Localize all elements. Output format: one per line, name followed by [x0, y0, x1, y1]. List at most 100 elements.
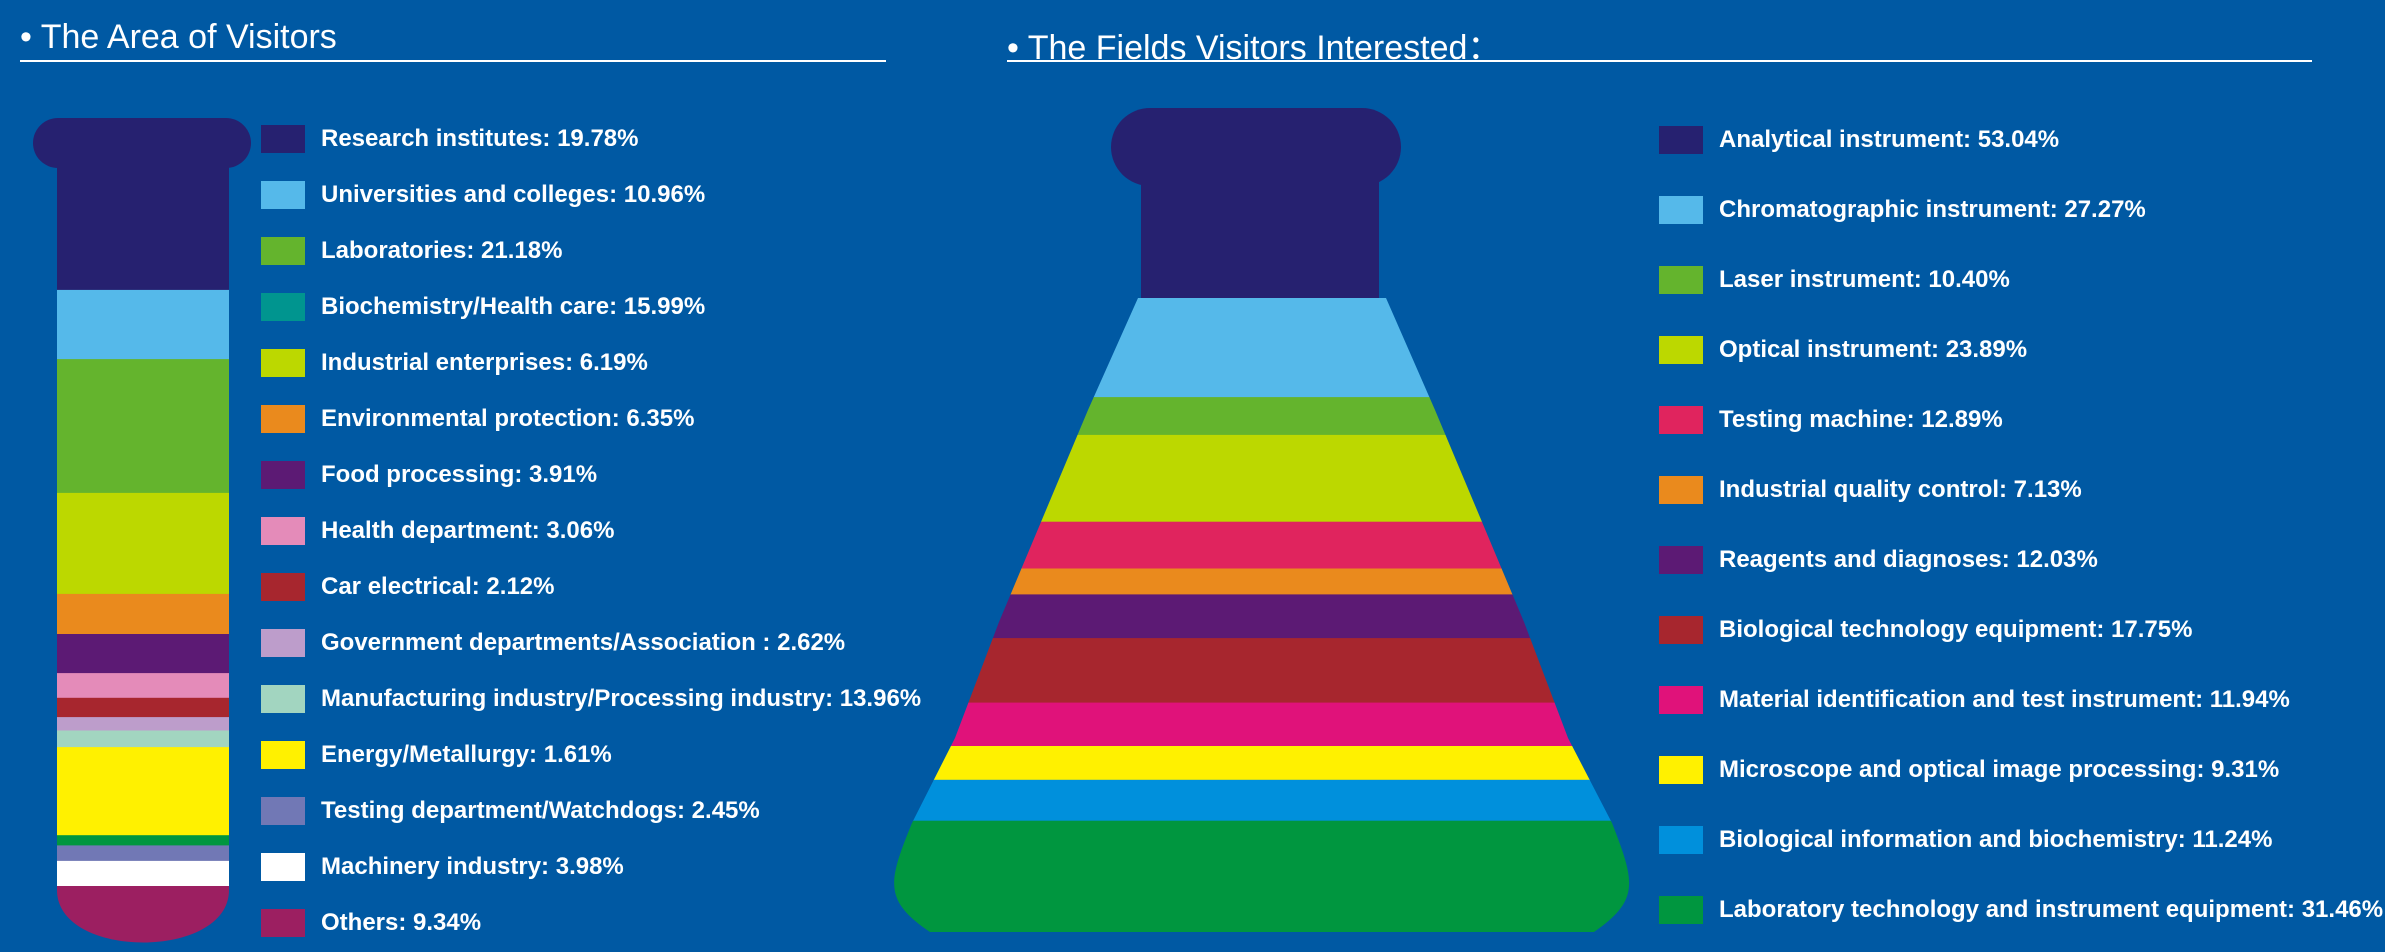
flask-band: [894, 702, 1630, 747]
legend-swatch: [261, 517, 305, 545]
legend-swatch: [261, 685, 305, 713]
legend-label: Environmental protection: 6.35%: [321, 405, 695, 432]
flask-band: [894, 779, 1630, 822]
area-legend-item: Others: 9.34%: [261, 909, 481, 937]
area-legend-item: Biochemistry/Health care: 15.99%: [261, 293, 705, 321]
fields-legend-item: Material identification and test instrum…: [1659, 686, 2290, 714]
area-legend-item: Laboratories: 21.18%: [261, 237, 562, 265]
fields-legend-item: Laboratory technology and instrument equ…: [1659, 896, 2383, 924]
flask-band: [894, 594, 1630, 639]
legend-label: Chromatographic instrument: 27.27%: [1719, 196, 2146, 223]
flask-band: [894, 397, 1630, 436]
tube-band: [57, 860, 229, 887]
flask-band: [894, 568, 1630, 595]
tube-band: [57, 593, 229, 635]
legend-swatch: [1659, 266, 1703, 294]
tube-band: [57, 165, 229, 291]
legend-swatch: [1659, 476, 1703, 504]
legend-swatch: [261, 125, 305, 153]
tube-band: [57, 730, 229, 748]
left-title-underline: [20, 60, 886, 62]
tube-band: [57, 886, 229, 943]
legend-swatch: [1659, 336, 1703, 364]
legend-swatch: [1659, 406, 1703, 434]
fields-legend-item: Testing machine: 12.89%: [1659, 406, 2003, 434]
legend-label: Machinery industry: 3.98%: [321, 853, 624, 880]
area-legend-item: Health department: 3.06%: [261, 517, 614, 545]
area-legend-item: Machinery industry: 3.98%: [261, 853, 624, 881]
legend-label: Industrial quality control: 7.13%: [1719, 476, 2082, 503]
flask-band: [894, 820, 1630, 932]
legend-label: Testing machine: 12.89%: [1719, 406, 2003, 433]
tube-band: [57, 673, 229, 699]
legend-swatch: [1659, 616, 1703, 644]
legend-label: Government departments/Association : 2.6…: [321, 629, 846, 656]
legend-label: Energy/Metallurgy: 1.61%: [321, 741, 612, 768]
area-legend-item: Research institutes: 19.78%: [261, 125, 638, 153]
test-tube-chart: [33, 118, 251, 943]
legend-label: Universities and colleges: 10.96%: [321, 181, 706, 208]
flask-chart: [894, 108, 1630, 932]
tube-band: [57, 747, 229, 836]
legend-label: Health department: 3.06%: [321, 517, 615, 544]
legend-swatch: [1659, 196, 1703, 224]
legend-swatch: [261, 181, 305, 209]
fields-legend-item: Laser instrument: 10.40%: [1659, 266, 2010, 294]
area-legend-item: Government departments/Association : 2.6…: [261, 629, 845, 657]
legend-swatch: [261, 797, 305, 825]
legend-label: Industrial enterprises: 6.19%: [321, 349, 648, 376]
legend-swatch: [261, 741, 305, 769]
tube-band: [57, 697, 229, 718]
legend-swatch: [261, 405, 305, 433]
fields-legend-item: Chromatographic instrument: 27.27%: [1659, 196, 2146, 224]
legend-swatch: [261, 853, 305, 881]
legend-swatch: [1659, 126, 1703, 154]
legend-swatch: [261, 237, 305, 265]
legend-label: Laboratories: 21.18%: [321, 237, 563, 264]
legend-swatch: [1659, 686, 1703, 714]
legend-label: Research institutes: 19.78%: [321, 125, 639, 152]
legend-label: Material identification and test instrum…: [1719, 686, 2290, 713]
flask-band: [894, 521, 1630, 570]
tube-rim: [33, 118, 251, 168]
legend-swatch: [261, 629, 305, 657]
fields-legend-item: Biological technology equipment: 17.75%: [1659, 616, 2192, 644]
legend-label: Laboratory technology and instrument equ…: [1719, 896, 2384, 923]
area-legend-item: Manufacturing industry/Processing indust…: [261, 685, 921, 713]
legend-swatch: [261, 909, 305, 937]
flask-band: [894, 298, 1630, 398]
fields-legend-item: Microscope and optical image processing:…: [1659, 756, 2279, 784]
fields-legend-item: Analytical instrument: 53.04%: [1659, 126, 2059, 154]
legend-label: Optical instrument: 23.89%: [1719, 336, 2028, 363]
legend-label: Biochemistry/Health care: 15.99%: [321, 293, 706, 320]
legend-label: Car electrical: 2.12%: [321, 573, 555, 600]
area-legend-item: Energy/Metallurgy: 1.61%: [261, 741, 612, 769]
flask-rim: [1111, 108, 1401, 186]
legend-swatch: [261, 293, 305, 321]
tube-band: [57, 717, 229, 732]
tube-band: [57, 845, 229, 862]
area-legend-item: Universities and colleges: 10.96%: [261, 181, 705, 209]
legend-label: Laser instrument: 10.40%: [1719, 266, 2010, 293]
fields-legend-item: Reagents and diagnoses: 12.03%: [1659, 546, 2098, 574]
legend-label: Food processing: 3.91%: [321, 461, 598, 488]
fields-legend-item: Biological information and biochemistry:…: [1659, 826, 2272, 854]
fields-legend-item: Optical instrument: 23.89%: [1659, 336, 2027, 364]
left-section-title: • The Area of Visitors: [20, 18, 337, 56]
area-legend-item: Environmental protection: 6.35%: [261, 405, 694, 433]
legend-label: Others: 9.34%: [321, 909, 482, 936]
legend-label: Analytical instrument: 53.04%: [1719, 126, 2060, 153]
legend-swatch: [1659, 546, 1703, 574]
area-legend-item: Car electrical: 2.12%: [261, 573, 554, 601]
legend-swatch: [1659, 826, 1703, 854]
legend-label: Manufacturing industry/Processing indust…: [321, 685, 922, 712]
legend-swatch: [1659, 756, 1703, 784]
tube-band: [57, 835, 229, 846]
right-title-underline: [1007, 60, 2312, 62]
flask-band: [894, 638, 1630, 704]
tube-band: [57, 359, 229, 494]
tube-band: [57, 289, 229, 360]
area-legend-item: Industrial enterprises: 6.19%: [261, 349, 648, 377]
tube-band: [57, 634, 229, 674]
